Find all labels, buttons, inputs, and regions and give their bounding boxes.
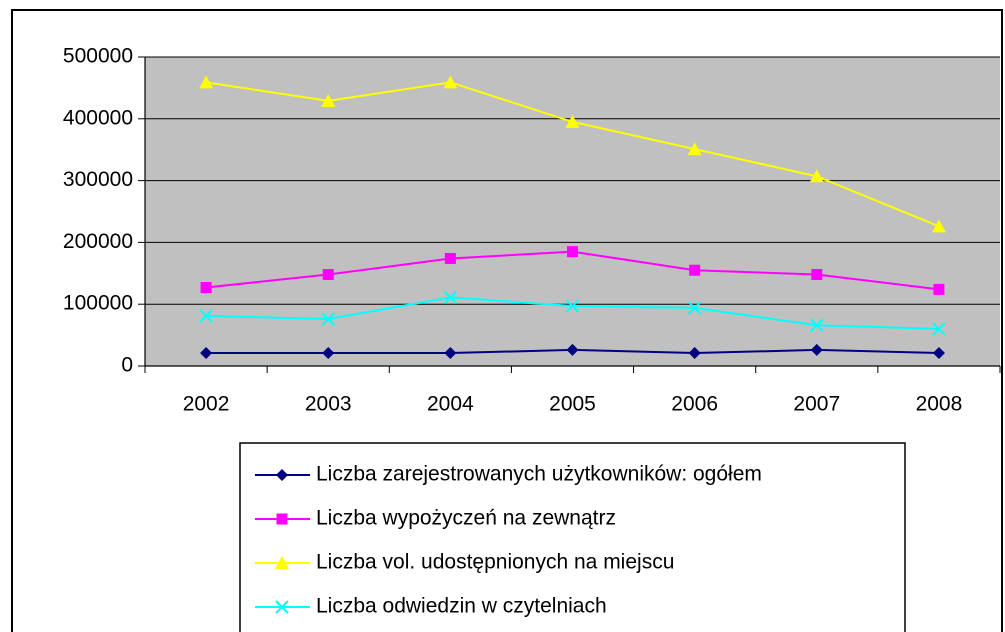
point [443,290,458,305]
legend-label: Liczba odwiedzin w czytelniach [316,595,607,618]
point [565,299,580,313]
point [276,513,288,525]
point [276,469,288,481]
x-tick-label: 2005 [549,393,596,416]
x-tick-label: 2002 [183,393,230,416]
y-tick-label: 100000 [63,292,133,315]
point [275,556,289,569]
point [275,600,289,614]
legend-label: Liczba zarejestrowanych użytkowników: og… [316,463,762,486]
y-tick-label: 300000 [63,168,133,191]
point [200,347,213,360]
legend-box [239,442,906,632]
point [811,269,823,281]
point [321,312,335,326]
y-tick-label: 400000 [63,106,133,129]
point [687,301,702,315]
point [566,343,579,356]
point [809,169,824,183]
point [321,93,336,107]
point [322,269,334,281]
y-tick-label: 200000 [63,230,133,253]
point [931,219,946,233]
point [810,318,824,332]
point [688,347,701,360]
y-tick-label: 500000 [63,45,133,68]
x-tick-label: 2004 [427,393,474,416]
legend-label: Liczba vol. udostępnionych na miejscu [316,551,674,574]
point [932,347,945,360]
point [567,246,578,258]
point [200,282,212,294]
point [444,252,456,264]
point [322,347,335,360]
point [565,114,580,128]
legend-label: Liczba wypożyczeń na zewnątrz [316,507,616,530]
x-tick-label: 2007 [793,393,840,416]
plot-area [145,57,1000,366]
y-tick-label: 0 [121,354,133,377]
x-tick-label: 2003 [305,393,352,416]
point [687,142,702,156]
point [199,309,213,323]
point [810,343,823,356]
x-tick-label: 2008 [916,393,963,416]
point [689,264,701,276]
point [443,75,458,89]
point [932,322,946,336]
point [444,347,457,360]
point [199,75,214,89]
point [933,283,945,295]
x-tick-label: 2006 [671,393,718,416]
